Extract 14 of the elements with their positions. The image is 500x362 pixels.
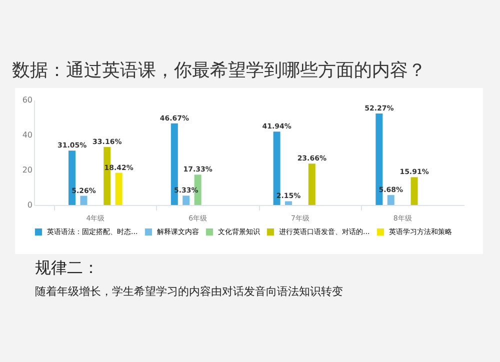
- y-tick-label: 40: [22, 130, 32, 140]
- y-tick-label: 60: [22, 96, 32, 104]
- bar: [80, 196, 88, 205]
- bar: [308, 164, 316, 205]
- y-tick-label: 20: [22, 166, 32, 174]
- y-tick-label: 0: [27, 200, 32, 210]
- bar: [387, 195, 394, 205]
- text: 随着年级增长，学生希望学习的内容由对话发音向语法知识转变: [35, 284, 343, 299]
- chart-title: 数据：通过英语课，你最希望学到哪些方面的内容？: [12, 59, 426, 82]
- bar: [182, 196, 190, 205]
- text: 规律二：: [35, 258, 99, 279]
- bar: [410, 177, 418, 205]
- bar: [115, 172, 122, 205]
- bar: [284, 201, 292, 205]
